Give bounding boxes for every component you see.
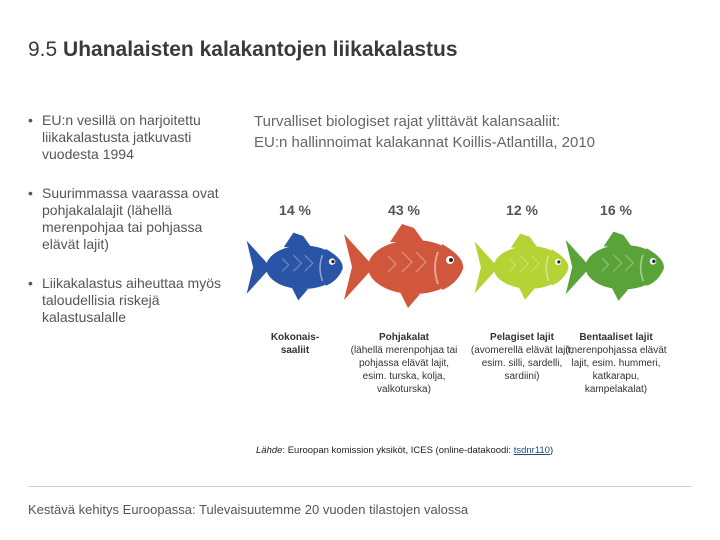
bullet-text: Liikakalastus aiheuttaa myös taloudellis… [42, 275, 221, 325]
source-label: Lähde [256, 445, 283, 456]
fish-bar [566, 231, 665, 301]
chart-title-line-2: EU:n hallinnoimat kalakannat Koillis-Atl… [254, 134, 596, 151]
title-number: 9.5 [28, 38, 58, 61]
list-item: • EU:n vesillä on harjoitettu liikakalas… [28, 112, 238, 163]
chart-title-line-1: Turvalliset biologiset rajat ylittävät k… [254, 113, 561, 130]
category-label: Bentaaliset lajit (merenpohjassa elävät l… [562, 331, 670, 396]
value-label: 14 % [279, 202, 311, 218]
bullet-text: Suurimmassa vaarassa ovat pohjakalalajit… [42, 185, 219, 252]
category-description: (lähellä merenpohjaa tai pohjassa elävät… [350, 345, 458, 395]
category-name: Kokonais-saaliit [270, 332, 320, 356]
category-label: Pohjakalat (lähellä merenpohjaa tai pohja… [350, 331, 458, 396]
category-description: (avomerellä elävät lajit, esim. silli, s… [470, 345, 574, 382]
source-code-link[interactable]: tsdnr110 [513, 445, 550, 456]
bullet-dot-icon: • [28, 275, 33, 291]
bullet-dot-icon: • [28, 112, 33, 128]
title-text: Uhanalaisten kalakantojen liikakalastus [63, 38, 458, 61]
category-label: Pelagiset lajit (avomerellä elävät lajit,… [468, 331, 576, 383]
category-name: Bentaaliset lajit [579, 332, 653, 343]
value-label: 16 % [600, 202, 632, 218]
category-name: Pelagiset lajit [490, 332, 554, 343]
chart-title: Turvalliset biologiset rajat ylittävät k… [254, 111, 704, 153]
list-item: • Suurimmassa vaarassa ovat pohjakalalaj… [28, 185, 238, 253]
category-label: Kokonais-saaliit [241, 331, 349, 357]
page-title: 9.5 Uhanalaisten kalakantojen liikakalas… [28, 38, 458, 62]
list-item: • Liikakalastus aiheuttaa myös taloudell… [28, 275, 238, 326]
fish-bar [343, 224, 463, 308]
bullet-text: EU:n vesillä on harjoitettu liikakalastu… [42, 112, 201, 162]
footer-text: Kestävä kehitys Euroopassa: Tulevaisuute… [28, 502, 469, 517]
value-label: 12 % [506, 202, 538, 218]
source-note: Lähde: Euroopan komission yksiköt, ICES … [256, 445, 553, 456]
fish-bar [474, 233, 569, 300]
source-text: : Euroopan komission yksiköt, ICES (onli… [282, 445, 514, 456]
footer-divider [28, 486, 692, 487]
value-label: 43 % [388, 202, 420, 218]
bullet-dot-icon: • [28, 185, 33, 201]
category-name: Pohjakalat [378, 332, 430, 343]
category-description: (merenpohjassa elävät lajit, esim. humme… [565, 345, 667, 395]
fish-bar [246, 232, 343, 301]
source-end: ) [549, 445, 554, 456]
bullet-list: • EU:n vesillä on harjoitettu liikakalas… [28, 112, 238, 348]
